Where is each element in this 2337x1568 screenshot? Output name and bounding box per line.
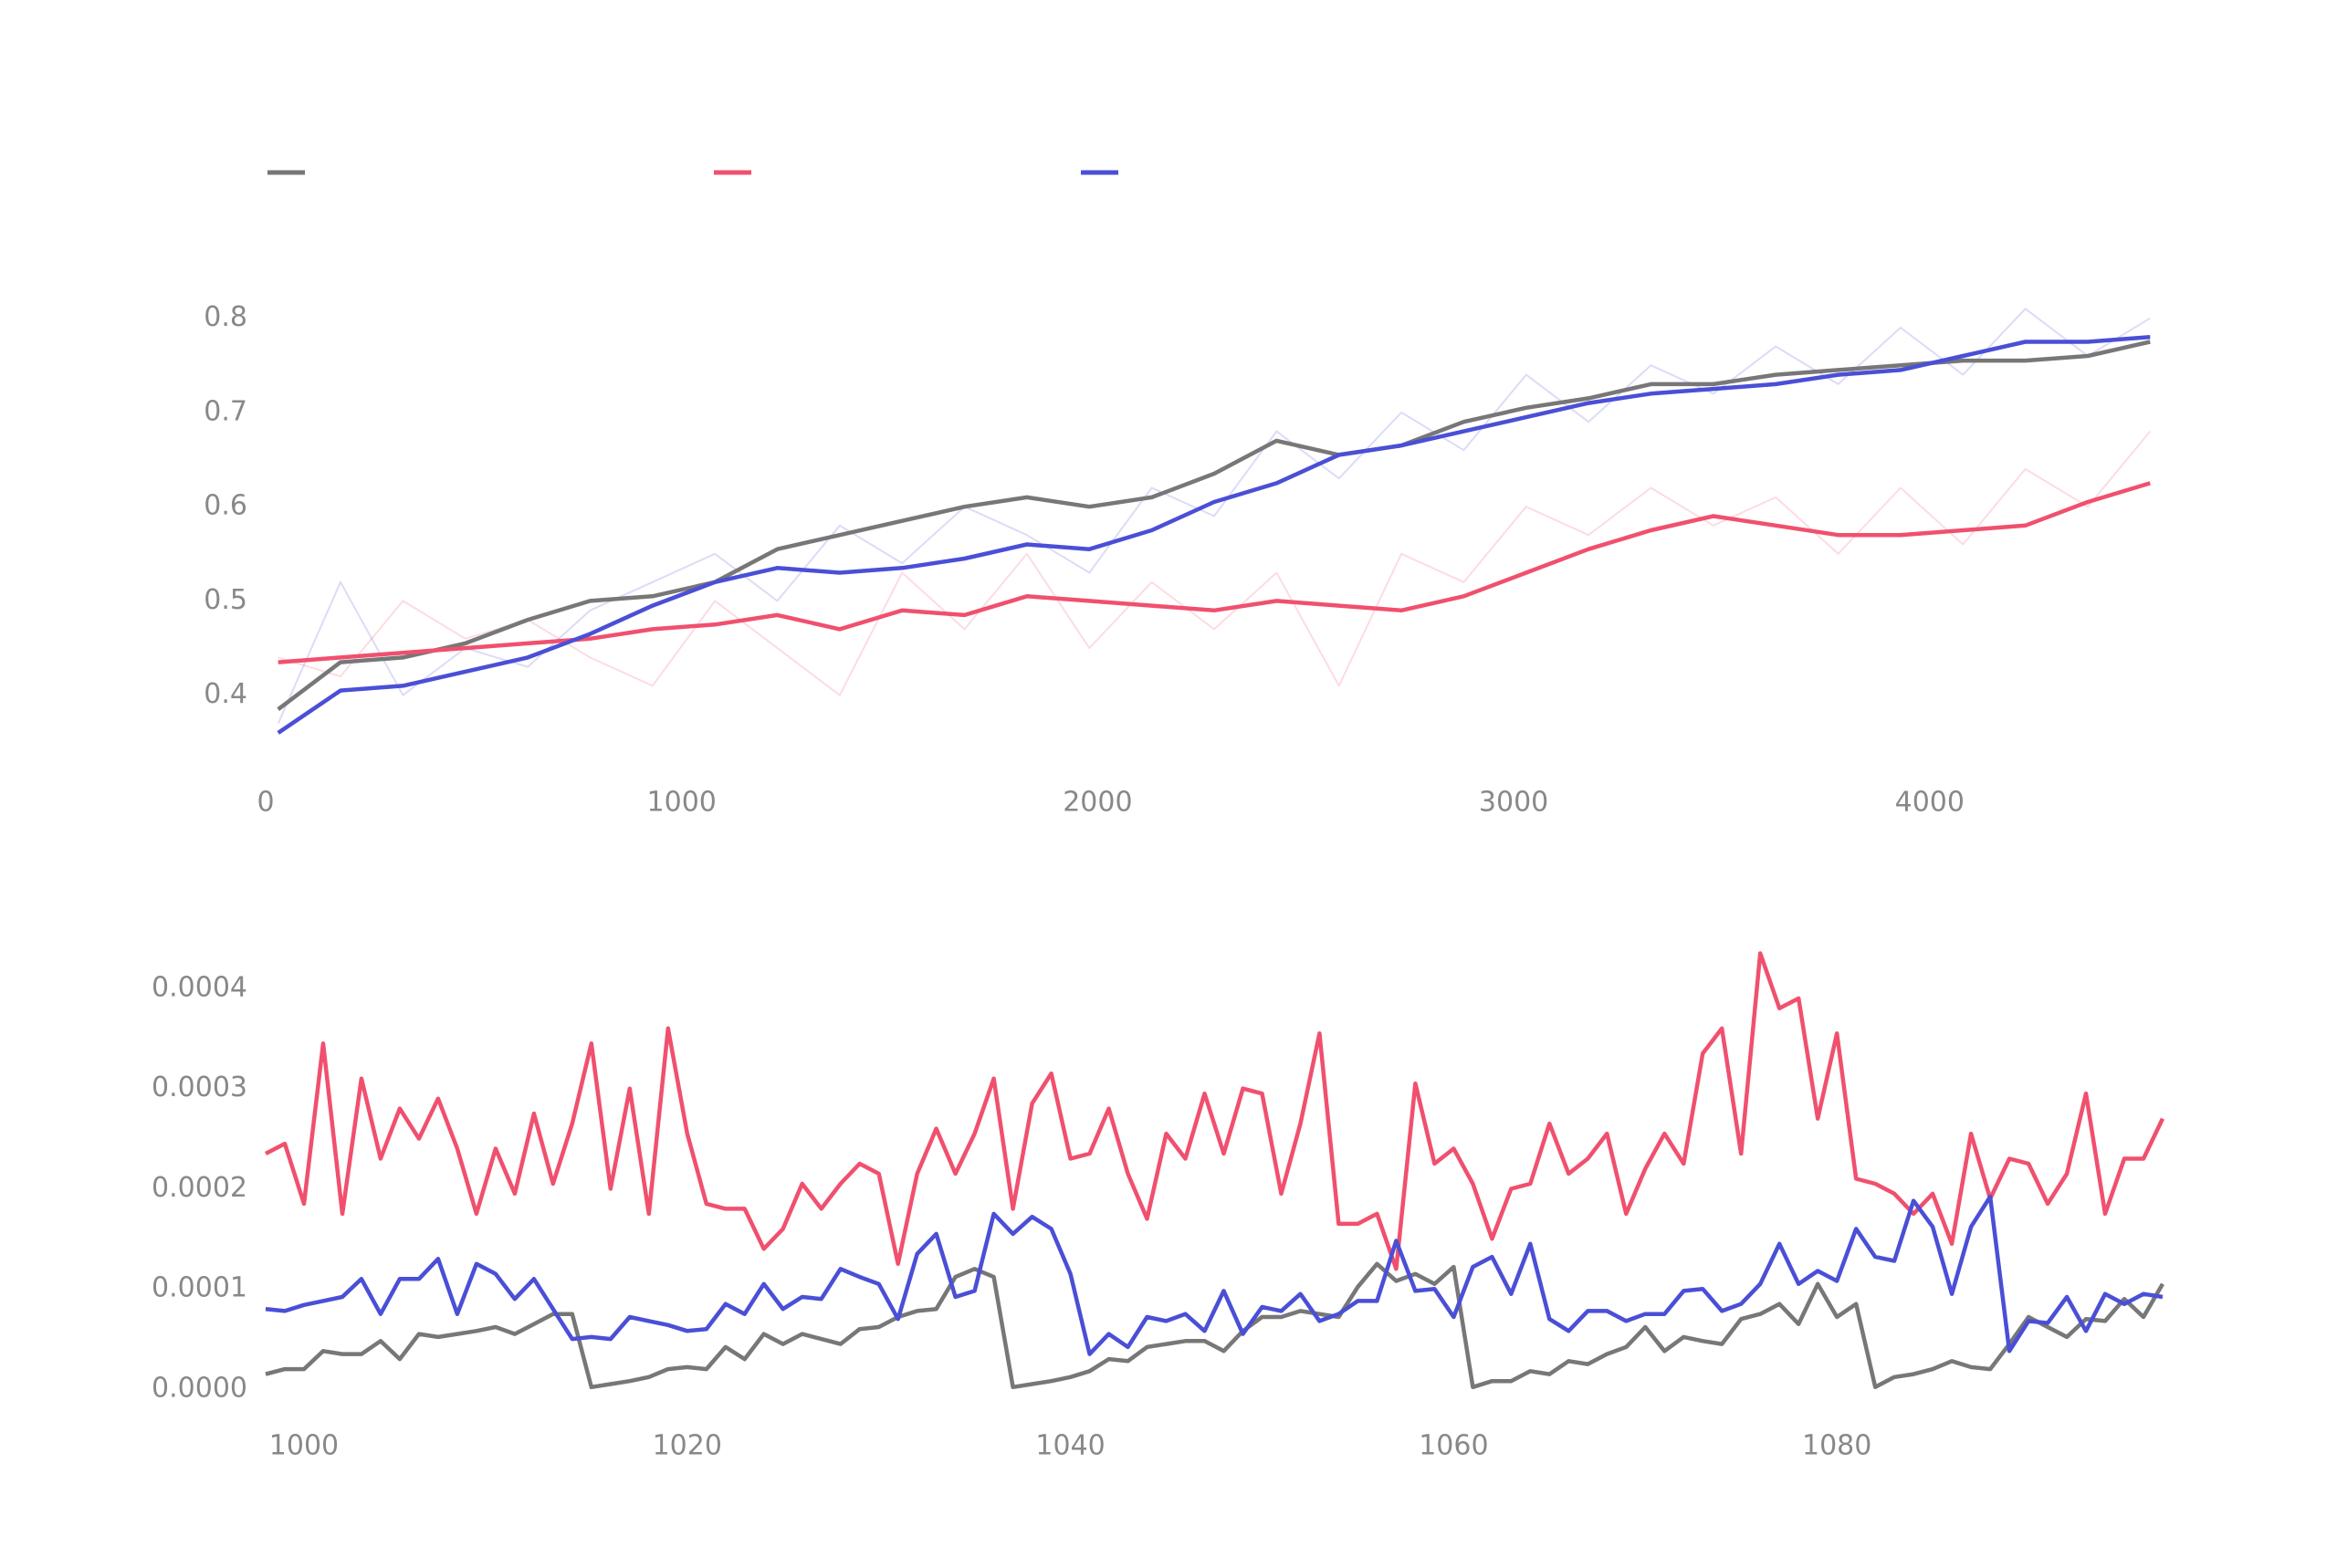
x-tick-label: 1060 xyxy=(1419,1430,1488,1462)
series-line xyxy=(277,335,2151,735)
x-tick-label: 1000 xyxy=(269,1430,339,1462)
x-tick-label: 4000 xyxy=(1895,787,1965,819)
y-tick-label: 0.0003 xyxy=(152,1071,247,1103)
series-line xyxy=(278,430,2152,696)
y-tick-label: 0.0002 xyxy=(152,1172,247,1204)
series-line xyxy=(264,951,2165,1271)
y-tick-label: 0.0004 xyxy=(152,971,247,1003)
y-tick-label: 0.0001 xyxy=(152,1272,247,1304)
y-tick-label: 0.8 xyxy=(204,301,247,333)
y-tick-label: 0.0000 xyxy=(152,1373,247,1405)
y-tick-label: 0.4 xyxy=(204,678,247,710)
x-tick-label: 1040 xyxy=(1035,1430,1105,1462)
series-line xyxy=(265,1261,2164,1390)
y-tick-label: 0.6 xyxy=(204,490,247,522)
series-line xyxy=(277,340,2151,711)
x-tick-label: 1080 xyxy=(1802,1430,1871,1462)
y-tick-label: 0.5 xyxy=(204,584,247,616)
series-line xyxy=(277,308,2151,725)
x-tick-label: 3000 xyxy=(1479,787,1548,819)
x-tick-label: 0 xyxy=(257,787,274,819)
x-tick-label: 1000 xyxy=(647,787,717,819)
x-tick-label: 2000 xyxy=(1063,787,1132,819)
series-line xyxy=(278,481,2151,664)
series-line xyxy=(265,1194,2164,1356)
y-tick-label: 0.7 xyxy=(204,395,247,427)
x-tick-label: 1020 xyxy=(653,1430,722,1462)
